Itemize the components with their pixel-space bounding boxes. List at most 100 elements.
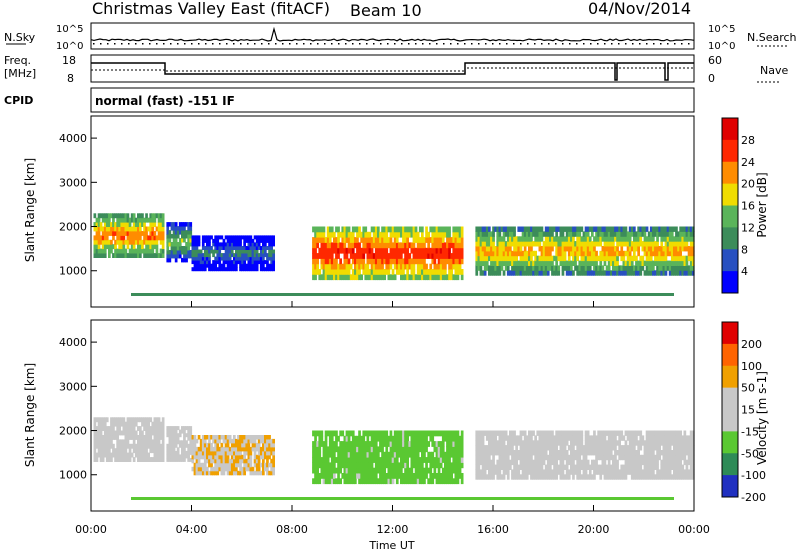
velocity-echo-cell	[128, 430, 132, 436]
power-echo-cell	[212, 267, 215, 272]
velocity-echo-cell	[130, 430, 134, 436]
power-echo-cell	[649, 265, 653, 271]
velocity-echo-cell	[504, 464, 508, 470]
velocity-echo-cell	[324, 435, 328, 442]
power-echo-cell	[181, 250, 184, 255]
velocity-echo-cell	[257, 435, 261, 440]
velocity-echo-cell	[193, 454, 197, 460]
velocity-echo-cell	[647, 459, 651, 466]
velocity-echo-cell	[270, 450, 273, 456]
search-noise-dot	[366, 43, 368, 45]
velocity-echo-cell	[103, 417, 107, 423]
power-echo-cell	[603, 236, 607, 242]
power-echo-cell	[197, 260, 201, 265]
power-echo-cell	[272, 235, 275, 240]
velocity-echo-cell	[233, 438, 236, 444]
power-echo-cell	[172, 242, 176, 247]
velocity-echo-cell	[226, 466, 230, 472]
power-echo-cell	[404, 247, 407, 254]
velocity-echo-cell	[183, 436, 186, 441]
velocity-echo-cell	[477, 474, 481, 480]
power-echo-cell	[330, 258, 334, 265]
power-echo-cell	[157, 235, 161, 241]
search-noise-dot	[674, 43, 676, 45]
power-echo-cell	[500, 241, 504, 247]
power-echo-cell	[588, 241, 592, 247]
velocity-echo-cell	[441, 467, 445, 474]
power-echo-cell	[122, 222, 126, 227]
velocity-echo-cell	[333, 451, 336, 458]
velocity-echo-cell	[658, 454, 661, 461]
power-echo-cell	[523, 236, 527, 242]
velocity-echo-cell	[193, 446, 197, 452]
velocity-echo-cell	[222, 435, 226, 440]
velocity-echo-cell	[406, 473, 409, 479]
power-echo-cell	[563, 236, 567, 242]
power-echo-cell	[691, 260, 695, 266]
velocity-echo-cell	[314, 462, 317, 469]
velocity-echo-cell	[132, 443, 136, 449]
velocity-echo-cell	[130, 435, 134, 440]
power-echo-cell	[174, 242, 178, 247]
power-echo-cell	[130, 235, 134, 241]
power-echo-cell	[483, 246, 487, 252]
velocity-echo-cell	[320, 457, 324, 463]
velocity-echo-cell	[249, 446, 253, 452]
velocity-echo-cell	[139, 417, 142, 423]
velocity-echo-cell	[253, 450, 257, 456]
velocity-echo-cell	[97, 452, 101, 458]
power-echo-cell	[161, 253, 165, 258]
power-echo-cell	[264, 238, 267, 243]
velocity-echo-cell	[483, 459, 487, 466]
power-echo-cell	[429, 263, 433, 270]
velocity-echo-cell	[421, 451, 424, 458]
velocity-echo-cell	[662, 459, 666, 466]
power-echo-cell	[660, 246, 664, 252]
velocity-echo-cell	[607, 450, 611, 456]
power-echo-cell	[218, 260, 222, 265]
power-echo-cell	[637, 231, 640, 237]
power-echo-cell	[324, 258, 328, 265]
power-echo-cell	[132, 235, 136, 241]
velocity-echo-cell	[670, 435, 674, 441]
power-echo-cell	[506, 226, 510, 232]
velocity-echo-cell	[605, 440, 609, 446]
velocity-echo-cell	[149, 457, 153, 462]
power-echo-cell	[318, 226, 322, 233]
velocity-echo-cell	[485, 454, 489, 461]
power-echo-cell	[366, 247, 370, 254]
velocity-echo-cell	[116, 421, 119, 427]
power-echo-cell	[145, 244, 148, 250]
velocity-echo-cell	[218, 466, 222, 472]
power-echo-cell	[372, 258, 376, 265]
velocity-echo-cell	[120, 439, 124, 445]
power-echo-cell	[172, 226, 176, 231]
power-echo-cell	[322, 253, 326, 259]
velocity-echo-cell	[488, 430, 491, 436]
velocity-echo-cell	[172, 429, 176, 434]
x-tick-label: 00:00	[678, 523, 710, 536]
velocity-echo-cell	[553, 464, 556, 470]
search-noise-dot	[184, 43, 186, 45]
velocity-echo-cell	[110, 457, 113, 462]
velocity-echo-cell	[607, 464, 611, 470]
velocity-echo-cell	[580, 450, 584, 456]
velocity-echo-cell	[551, 454, 554, 461]
velocity-echo-cell	[259, 446, 263, 452]
velocity-echo-cell	[108, 452, 111, 458]
velocity-echo-cell	[546, 459, 550, 466]
power-echo-cell	[312, 269, 315, 275]
power-echo-cell	[414, 253, 418, 259]
velocity-echo-cell	[570, 440, 573, 446]
velocity-echo-cell	[641, 469, 645, 475]
power-echo-cell	[511, 270, 514, 276]
power-echo-cell	[360, 253, 363, 259]
velocity-echo-cell	[666, 469, 670, 475]
velocity-echo-cell	[506, 450, 510, 456]
power-echo-cell	[649, 260, 653, 266]
velocity-echo-cell	[151, 448, 155, 454]
power-echo-cell	[339, 242, 342, 249]
velocity-echo-cell	[633, 459, 636, 466]
velocity-echo-cell	[241, 470, 244, 476]
velocity-colorbar-swatch	[722, 322, 738, 345]
